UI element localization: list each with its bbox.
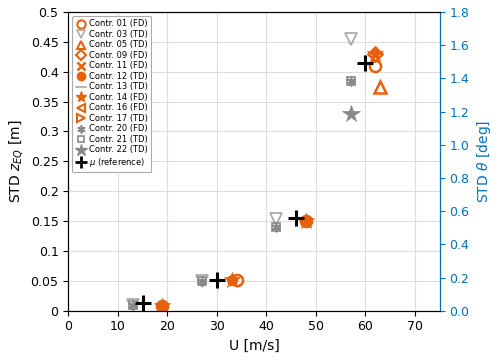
Legend: Contr. 01 (FD), Contr. 03 (TD), Contr. 05 (TD), Contr. 09 (FD), Contr. 11 (FD), : Contr. 01 (FD), Contr. 03 (TD), Contr. 0…: [72, 16, 152, 172]
Y-axis label: STD $\theta$ [deg]: STD $\theta$ [deg]: [475, 120, 493, 203]
Y-axis label: STD $z_{EQ}$ [m]: STD $z_{EQ}$ [m]: [7, 120, 25, 203]
X-axis label: U [m/s]: U [m/s]: [228, 339, 280, 353]
